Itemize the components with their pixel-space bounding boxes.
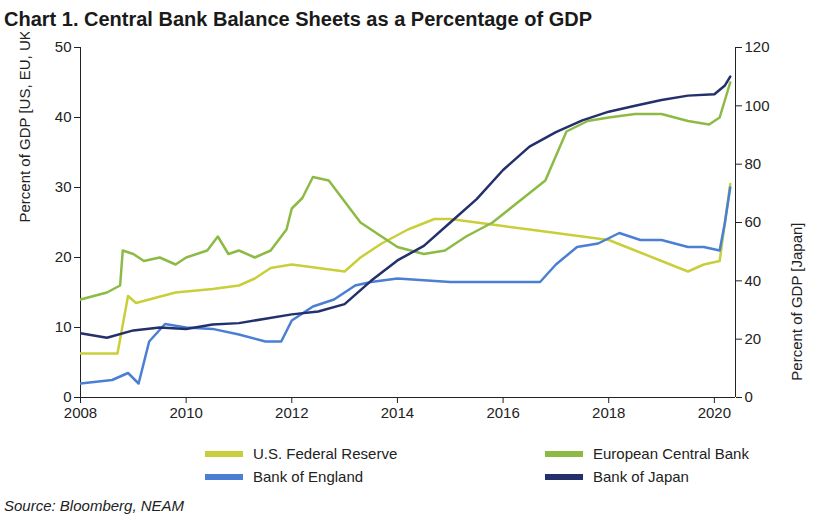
svg-text:120: 120 — [745, 38, 770, 55]
svg-text:80: 80 — [745, 155, 762, 172]
svg-text:2016: 2016 — [486, 404, 519, 421]
html-text:U.S. Federal Reserve: U.S. Federal Reserve — [253, 445, 398, 462]
svg-text:2014: 2014 — [381, 404, 414, 421]
html-text:Bank of England: Bank of England — [253, 468, 364, 485]
svg-text:60: 60 — [745, 213, 762, 230]
svg-text:40: 40 — [55, 108, 72, 125]
svg-text:0: 0 — [745, 388, 753, 405]
html-text:European Central Bank: European Central Bank — [593, 445, 749, 462]
svg-text:20: 20 — [745, 330, 762, 347]
svg-text:2018: 2018 — [592, 404, 625, 421]
svg-text:2008: 2008 — [64, 404, 97, 421]
svg-text:10: 10 — [55, 318, 72, 335]
svg-text:100: 100 — [745, 97, 770, 114]
html-text:Chart 1. Central Bank Balance: Chart 1. Central Bank Balance Sheets as … — [4, 8, 592, 30]
svg-text:50: 50 — [55, 38, 72, 55]
html-text:Source: Bloomberg, NEAM: Source: Bloomberg, NEAM — [4, 497, 185, 514]
svg-text:0: 0 — [63, 388, 71, 405]
html-text:Bank of Japan: Bank of Japan — [593, 468, 689, 485]
svg-text:2012: 2012 — [275, 404, 308, 421]
svg-text:2020: 2020 — [698, 404, 731, 421]
svg-text:40: 40 — [745, 272, 762, 289]
svg-text:Percent of GDP [US, EU, UK]: Percent of GDP [US, EU, UK] — [16, 32, 33, 223]
svg-text:2010: 2010 — [169, 404, 202, 421]
svg-text:30: 30 — [55, 178, 72, 195]
svg-text:Percent of GDP [Japan]: Percent of GDP [Japan] — [788, 223, 805, 381]
svg-text:20: 20 — [55, 248, 72, 265]
